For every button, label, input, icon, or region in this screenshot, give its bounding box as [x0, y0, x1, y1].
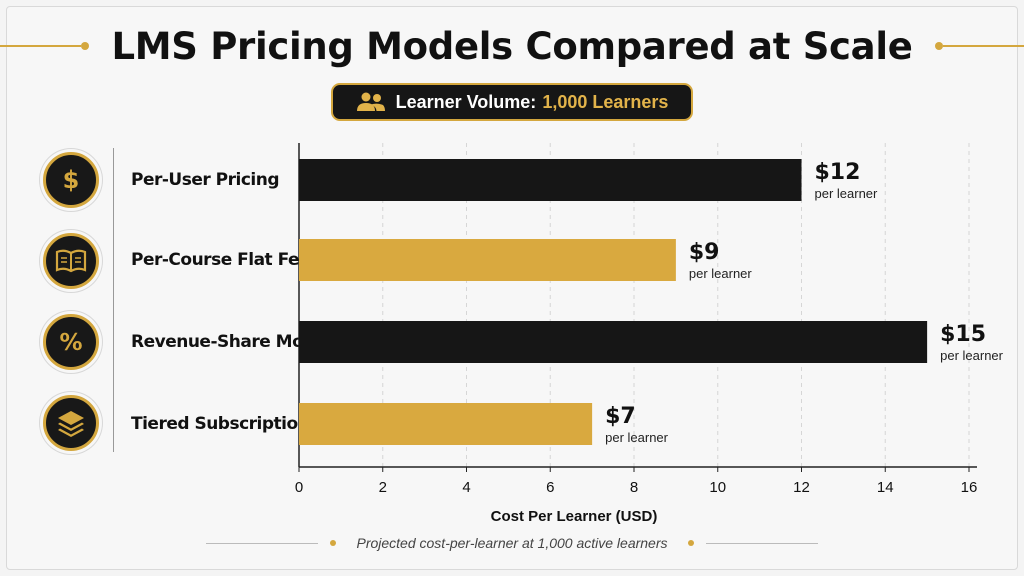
bar-value-sublabel: per learner — [815, 186, 879, 201]
x-tick-label: 2 — [379, 479, 387, 496]
chart-title: LMS Pricing Models Compared at Scale — [111, 24, 913, 68]
bar-value-label: $7 — [605, 404, 636, 429]
footer-caption-row: Projected cost-per-learner at 1,000 acti… — [0, 531, 1024, 555]
badge-label: Learner Volume: — [395, 91, 537, 112]
x-tick-label: 16 — [961, 479, 978, 496]
dollar-icon: $ — [43, 152, 99, 208]
x-tick-label: 0 — [295, 479, 303, 496]
bar-value-label: $9 — [689, 240, 720, 265]
layers-icon — [43, 395, 99, 451]
x-tick-label: 14 — [877, 479, 894, 496]
svg-text:%: % — [59, 330, 82, 356]
footer-dot-left — [330, 540, 337, 546]
bar-value-sublabel: per learner — [605, 430, 669, 445]
footer-caption: Projected cost-per-learner at 1,000 acti… — [356, 535, 668, 551]
bar-value-label: $15 — [940, 322, 986, 347]
learner-volume-badge: Learner Volume: 1,000 Learners — [331, 83, 693, 121]
bar — [299, 321, 928, 363]
category-label: Per-User Pricing — [131, 170, 280, 190]
x-axis-label: Cost Per Learner (USD) — [491, 508, 658, 525]
category-divider — [113, 148, 114, 452]
x-tick-label: 10 — [709, 479, 726, 496]
bar — [299, 159, 802, 201]
title-ornament-right — [934, 42, 1024, 50]
users-icon — [356, 91, 386, 113]
footer-dot-right — [687, 540, 694, 546]
bar-value-label: $12 — [815, 160, 861, 185]
title-row: LMS Pricing Models Compared at Scale — [0, 18, 1024, 74]
badge-value: 1,000 Learners — [542, 91, 669, 112]
category-label: Revenue-Share Model — [131, 332, 332, 352]
x-tick-label: 6 — [546, 479, 554, 496]
book-icon — [43, 233, 99, 289]
percent-icon: % — [43, 314, 99, 370]
category-label: Tiered Subscription — [131, 414, 310, 434]
x-tick-label: 4 — [462, 479, 470, 496]
bar — [299, 403, 593, 445]
title-ornament-left — [0, 42, 90, 50]
x-tick-label: 8 — [630, 479, 638, 496]
bar-value-sublabel: per learner — [689, 266, 753, 281]
bar — [299, 239, 676, 281]
svg-text:$: $ — [63, 166, 80, 194]
bar-value-sublabel: per learner — [940, 348, 1004, 363]
category-label: Per-Course Flat Fee — [131, 250, 311, 270]
x-tick-label: 12 — [793, 479, 810, 496]
